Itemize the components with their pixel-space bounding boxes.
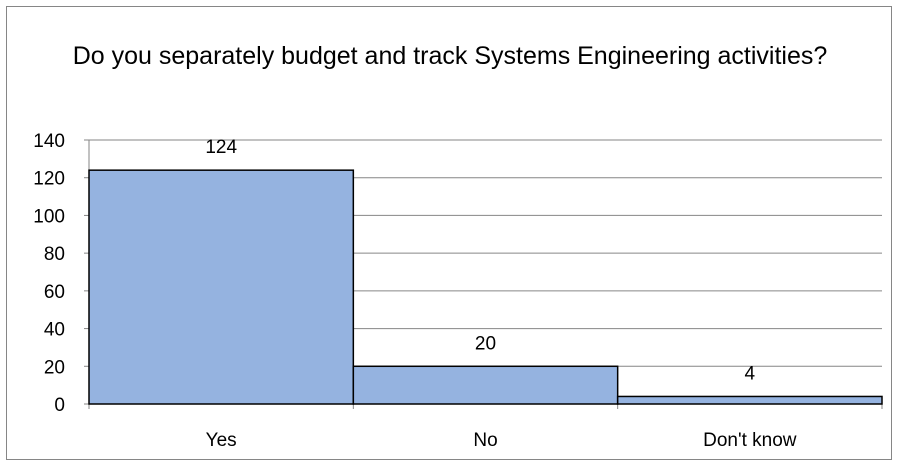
data-label: 20 [475,333,496,354]
y-tick-label: 40 [44,320,65,341]
data-labels: 124 20 4 [205,137,755,384]
y-tick-label: 100 [33,206,65,227]
x-tick-label: No [473,430,497,451]
y-tick-label: 140 [33,131,65,152]
chart-title: Do you separately budget and track Syste… [72,42,828,70]
y-tick-label: 120 [33,169,65,190]
x-tick-label: Don't know [703,430,797,451]
bar-no [352,365,619,405]
data-label: 124 [205,137,237,158]
y-tick-label: 60 [44,282,65,303]
y-axis: 0 20 40 60 80 100 120 140 [33,131,90,416]
y-tick-label: 80 [44,244,65,265]
bar-don-t-know [616,395,883,405]
x-tick-label: Yes [206,430,237,451]
bar-yes [88,169,355,405]
bars [88,169,883,405]
data-label: 4 [745,363,756,384]
x-axis: Yes No Don't know [88,403,883,451]
y-tick-label: 20 [44,357,65,378]
y-tick-label: 0 [54,395,65,416]
